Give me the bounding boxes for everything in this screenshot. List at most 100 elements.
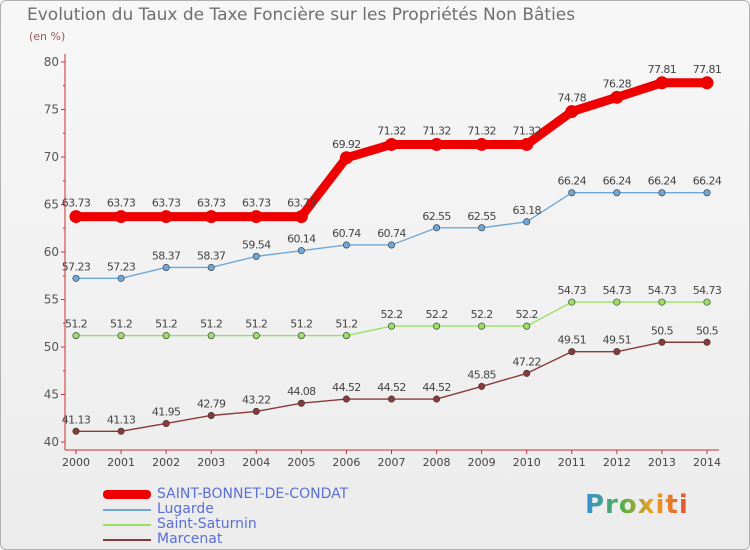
series-point-2: [72, 332, 80, 340]
series-point-1: [72, 274, 80, 282]
y-tick-label: 70: [44, 150, 59, 164]
data-label-2: 51.2: [245, 318, 267, 331]
series-point-0: [294, 210, 308, 224]
data-label-1: 66.24: [603, 175, 632, 188]
legend-swatch: [103, 509, 151, 511]
x-tick-label: 2004: [242, 456, 270, 469]
data-label-0: 63.73: [107, 197, 136, 210]
series-point-0: [430, 137, 444, 151]
data-label-0: 69.92: [332, 138, 361, 151]
x-tick-label: 2006: [332, 456, 360, 469]
data-label-3: 41.13: [107, 413, 136, 426]
proxiti-logo: Proxiti: [585, 490, 689, 520]
data-label-3: 50.5: [651, 324, 674, 337]
data-label-3: 41.95: [152, 405, 181, 418]
data-label-1: 62.55: [422, 210, 451, 223]
series-point-1: [658, 189, 666, 197]
series-point-2: [297, 332, 305, 340]
series-point-3: [433, 395, 441, 403]
series-point-1: [297, 247, 305, 255]
series-point-0: [159, 210, 173, 224]
y-tick-label: 50: [44, 340, 59, 354]
data-label-1: 66.24: [693, 175, 722, 188]
series-point-2: [433, 322, 441, 330]
data-label-3: 44.52: [332, 381, 361, 394]
legend-label: Marcenat: [157, 531, 223, 547]
y-tick-label: 45: [44, 388, 59, 402]
series-point-3: [117, 427, 125, 435]
line-chart: 40 45 50 55 60 65 70 75 80 2000 2001 2002 2003 2004 20…: [44, 54, 722, 469]
data-label-2: 54.73: [648, 284, 677, 297]
series-point-0: [69, 210, 83, 224]
series-point-1: [117, 274, 125, 282]
legend-swatch: [103, 490, 151, 499]
data-label-3: 49.51: [603, 334, 632, 347]
series-point-2: [703, 298, 711, 306]
data-label-1: 60.74: [332, 227, 361, 240]
data-label-0: 77.81: [648, 63, 677, 76]
series-point-3: [568, 348, 576, 356]
data-label-2: 54.73: [603, 284, 632, 297]
data-label-1: 66.24: [648, 175, 677, 188]
series-point-1: [523, 218, 531, 226]
x-tick-label: 2009: [468, 456, 496, 469]
series-point-2: [207, 332, 215, 340]
data-label-0: 71.32: [467, 124, 496, 137]
data-label-3: 43.22: [242, 393, 271, 406]
series-point-1: [568, 189, 576, 197]
series-point-0: [114, 210, 128, 224]
series-point-0: [385, 137, 398, 151]
data-label-3: 49.51: [558, 334, 587, 347]
series-point-0: [249, 210, 263, 224]
series-point-2: [162, 332, 170, 340]
series-point-1: [342, 241, 350, 249]
series-point-3: [613, 348, 621, 356]
series-point-1: [478, 224, 486, 232]
data-label-1: 57.23: [62, 260, 91, 273]
y-tick-label: 65: [44, 198, 59, 212]
data-label-0: 63.73: [62, 197, 91, 210]
chart-subtitle: (en %): [29, 30, 66, 43]
data-label-1: 57.23: [107, 260, 136, 273]
y-tick-label: 60: [44, 245, 59, 259]
series-point-1: [613, 189, 621, 197]
x-tick-label: 2008: [423, 456, 451, 469]
series-point-3: [387, 395, 395, 403]
series-point-2: [523, 322, 531, 330]
data-label-1: 66.24: [558, 175, 587, 188]
series-point-3: [342, 395, 350, 403]
data-label-3: 41.13: [62, 413, 91, 426]
series-point-2: [613, 298, 621, 306]
legend-label: Lugarde: [157, 501, 214, 517]
data-label-3: 44.52: [422, 381, 451, 394]
data-label-0: 71.32: [512, 124, 541, 137]
series-point-1: [162, 263, 170, 271]
data-label-3: 50.5: [696, 324, 719, 337]
series-point-0: [565, 105, 579, 119]
data-label-2: 52.2: [380, 308, 402, 321]
x-tick-label: 2013: [648, 456, 676, 469]
x-tick-label: 2005: [287, 456, 315, 469]
data-label-0: 63.73: [242, 197, 271, 210]
data-label-2: 54.73: [558, 284, 587, 297]
legend-label: Saint-Saturnin: [157, 516, 257, 532]
series-point-3: [252, 407, 260, 415]
x-tick-label: 2007: [378, 456, 406, 469]
data-label-2: 51.2: [200, 318, 222, 331]
chart-title: Evolution du Taux de Taxe Foncière sur l…: [27, 5, 576, 25]
x-tick-label: 2011: [558, 456, 586, 469]
data-label-3: 45.85: [467, 368, 496, 381]
series-point-0: [520, 137, 534, 151]
x-tick-label: 2000: [62, 456, 90, 469]
data-label-1: 58.37: [197, 249, 226, 262]
series-point-1: [387, 241, 395, 249]
data-label-1: 62.55: [467, 210, 496, 223]
data-label-2: 51.2: [110, 318, 132, 331]
series-point-1: [252, 252, 260, 260]
legend-label: SAINT-BONNET-DE-CONDAT: [157, 486, 349, 502]
x-tick-label: 2003: [197, 456, 225, 469]
series-point-0: [610, 90, 624, 104]
series-point-3: [162, 419, 170, 427]
legend-swatch: [103, 524, 151, 526]
